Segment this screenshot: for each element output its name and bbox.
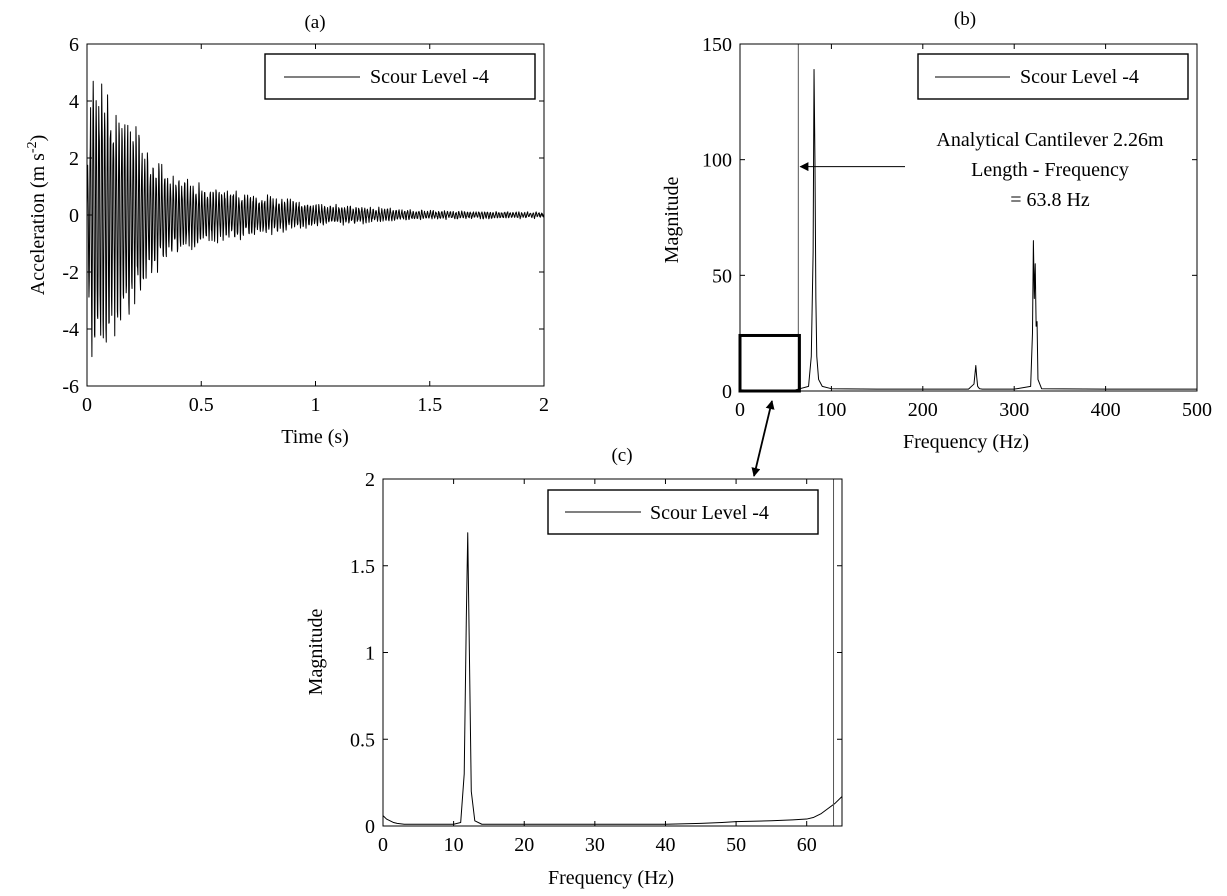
panel-c-x-tick-label: 50 bbox=[726, 834, 746, 856]
panel-a-y-tick-label: -4 bbox=[62, 319, 79, 341]
panel-b-x-tick-label: 400 bbox=[1091, 399, 1121, 421]
panel-c-x-tick-label: 30 bbox=[585, 834, 605, 856]
panel-b-zoom-box bbox=[738, 333, 801, 393]
panel-c-axes-frame bbox=[382, 478, 843, 827]
panel-b-x-tick-label: 0 bbox=[735, 399, 745, 421]
panel-b-x-tick-label: 500 bbox=[1182, 399, 1212, 421]
panel-b-x-tick-label: 300 bbox=[999, 399, 1029, 421]
panel-a-plot-area bbox=[86, 80, 545, 358]
zoom-connector-arrow bbox=[751, 400, 775, 477]
panel-a-y-tick-label: 6 bbox=[69, 34, 79, 56]
panel-a-y-tick-label: 2 bbox=[69, 148, 79, 170]
panel-c-y-axis-label: Magnitude bbox=[305, 609, 327, 696]
panel-a-x-tick-label: 0 bbox=[82, 394, 92, 416]
panel-b-ticks: 0 100 200 300 400 500 0 50 100 150 bbox=[702, 34, 1212, 421]
panel-b-x-axis-label: Frequency (Hz) bbox=[903, 431, 1029, 453]
panel-b-axes-frame bbox=[739, 43, 1198, 392]
panel-c-title: (c) bbox=[611, 445, 632, 466]
panel-c-y-tick-label: 2 bbox=[365, 469, 375, 491]
panel-c-legend-label: Scour Level -4 bbox=[650, 502, 769, 524]
panel-a-series-line bbox=[86, 80, 545, 358]
panel-a-x-tick-label: 1 bbox=[311, 394, 321, 416]
panel-c-legend-box bbox=[547, 489, 819, 535]
panel-a-x-tick-label: 0.5 bbox=[189, 394, 214, 416]
panel-b-y-tick-label: 100 bbox=[702, 150, 732, 172]
panel-a-axes-frame bbox=[86, 43, 545, 387]
panel-b-series-line bbox=[739, 68, 1197, 391]
panel-b-legend-label: Scour Level -4 bbox=[1020, 66, 1139, 88]
panel-c-y-tick-label: 0 bbox=[365, 816, 375, 838]
panel-b-y-tick-label: 0 bbox=[722, 381, 732, 403]
panel-c-y-tick-label: 1.5 bbox=[350, 556, 375, 578]
panel-b-y-tick-label: 150 bbox=[702, 34, 732, 56]
panel-a-title: (a) bbox=[304, 12, 325, 33]
panel-a-x-tick-label: 2 bbox=[539, 394, 549, 416]
panel-a-y-tick-label: -6 bbox=[62, 376, 79, 398]
panel-b-annotation-line-2: Length - Frequency bbox=[971, 159, 1129, 181]
panel-a-legend: Scour Level -4 bbox=[264, 53, 536, 100]
panel-a-x-tick-label: 1.5 bbox=[417, 394, 442, 416]
panel-a-y-tick-label: 0 bbox=[69, 205, 79, 227]
panel-c-x-tick-label: 60 bbox=[797, 834, 817, 856]
panel-b-legend: Scour Level -4 bbox=[917, 53, 1189, 100]
panel-b-title: (b) bbox=[954, 9, 976, 30]
panel-c-plot-area bbox=[382, 479, 843, 826]
panel-b-annotation-line-3: = 63.8 Hz bbox=[1010, 189, 1090, 211]
panel-b-x-tick-label: 200 bbox=[908, 399, 938, 421]
panel-a-y-axis-label: Acceleration (m s-2) bbox=[25, 135, 49, 296]
panel-b-y-axis-label: Magnitude bbox=[661, 177, 683, 264]
chart-panel-b: (b) 0 100 200 300 400 500 0 50 100 150 Scour Leve… bbox=[661, 9, 1212, 453]
panel-c-x-tick-label: 10 bbox=[444, 834, 464, 856]
panel-c-x-axis-label: Frequency (Hz) bbox=[548, 867, 674, 889]
panel-a-y-tick-label: -2 bbox=[62, 262, 79, 284]
panel-c-y-tick-label: 1 bbox=[365, 643, 375, 665]
panel-b-y-tick-label: 50 bbox=[712, 265, 732, 287]
panel-c-x-tick-label: 0 bbox=[378, 834, 388, 856]
panel-b-x-tick-label: 100 bbox=[816, 399, 846, 421]
panel-c-x-tick-label: 40 bbox=[655, 834, 675, 856]
panel-b-annotation: Analytical Cantilever 2.26m Length - Fre… bbox=[936, 129, 1164, 211]
panel-a-x-axis-label: Time (s) bbox=[281, 426, 349, 448]
panel-c-legend: Scour Level -4 bbox=[547, 489, 819, 535]
panel-c-y-tick-label: 0.5 bbox=[350, 729, 375, 751]
panel-b-legend-box bbox=[917, 53, 1189, 100]
panel-a-ticks: 0 0.5 1 1.5 2 -6 -4 -2 0 2 4 6 bbox=[62, 34, 549, 416]
chart-panel-a: (a) 0 0.5 1 1.5 2 -6 -4 -2 0 2 4 6 Scour Level -4 T… bbox=[25, 12, 549, 448]
panel-c-series-line bbox=[382, 532, 843, 825]
panel-c-x-tick-label: 20 bbox=[514, 834, 534, 856]
panel-a-y-tick-label: 4 bbox=[69, 91, 79, 113]
panel-a-legend-label: Scour Level -4 bbox=[370, 66, 489, 88]
chart-panel-c: (c) 0 10 20 30 40 50 60 0 0.5 1 1.5 2 Scour Level -… bbox=[305, 445, 843, 889]
panel-b-annotation-line-1: Analytical Cantilever 2.26m bbox=[936, 129, 1164, 151]
